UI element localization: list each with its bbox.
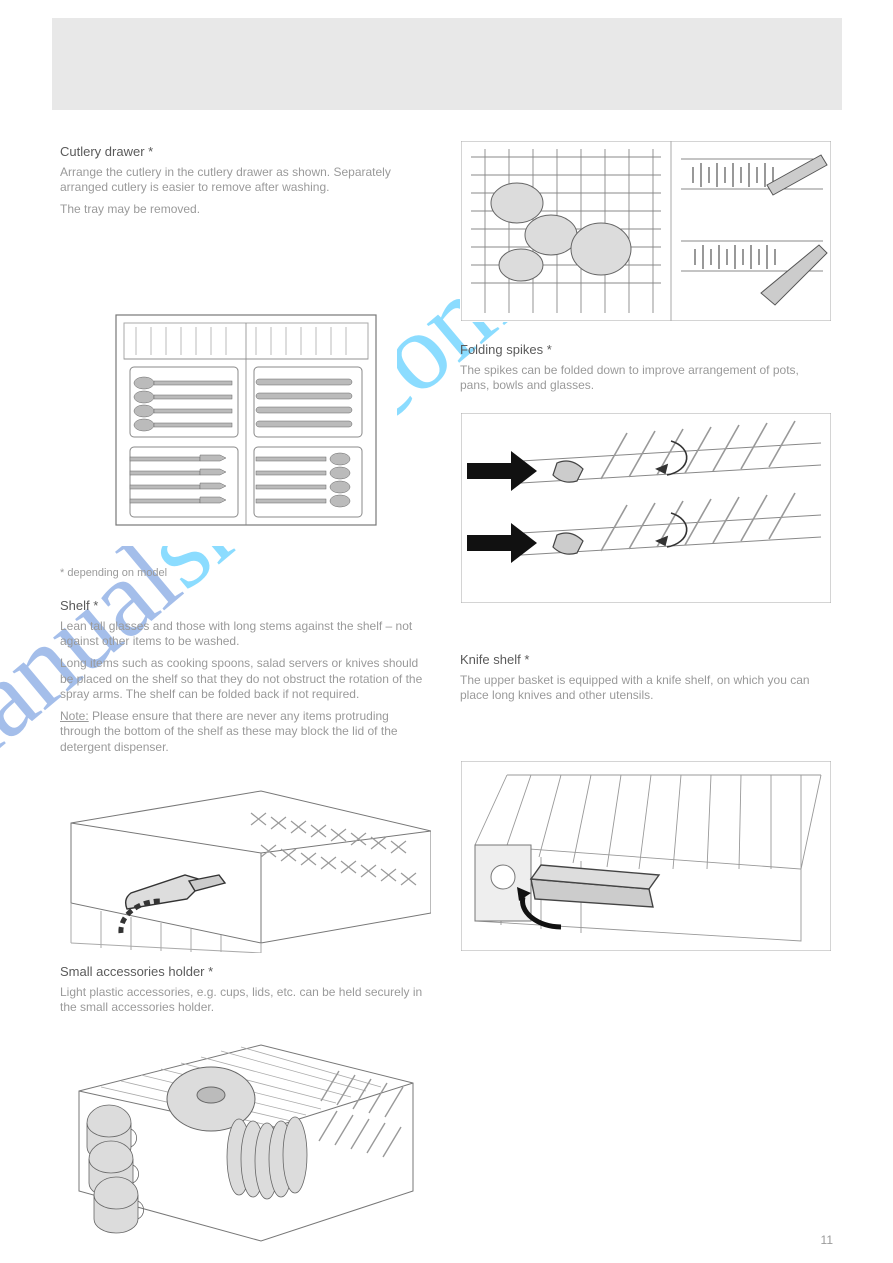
knife-shelf-heading: Knife shelf * [460,652,830,669]
shelf-note: Note: Please ensure that there are never… [60,709,430,756]
shelf-note-label: Note: [60,709,89,723]
shelf-para2: Long items such as cooking spoons, salad… [60,656,430,703]
top-right-figure [460,140,832,322]
folding-spikes-section: Folding spikes * The spikes can be folde… [460,342,830,400]
cutlery-drawer-tray-label: The tray may be removed. [60,202,430,218]
knife-shelf-body: The upper basket is equipped with a knif… [460,673,830,704]
cutlery-drawer-heading: Cutlery drawer * [60,144,430,161]
folding-spikes-figure [460,412,832,604]
folding-spikes-body: The spikes can be folded down to improve… [460,363,830,394]
cutlery-drawer-figure [95,296,397,546]
shelf-section: Shelf * Lean tall glasses and those with… [60,598,430,762]
page-number: 11 [821,1233,833,1247]
shelf-heading: Shelf * [60,598,430,615]
small-accessories-figure [60,1030,432,1247]
cutlery-drawer-section: Cutlery drawer * Arrange the cutlery in … [60,144,430,224]
small-accessories-body: Light plastic accessories, e.g. cups, li… [60,985,430,1016]
folding-spikes-svg [461,413,831,603]
shelf-para1: Lean tall glasses and those with long st… [60,619,430,650]
header-band [52,18,842,110]
cutlery-drawer-body: Arrange the cutlery in the cutlery drawe… [60,165,430,196]
top-right-svg [461,141,831,321]
small-accessories-section: Small accessories holder * Light plastic… [60,964,430,1022]
knife-shelf-section: Knife shelf * The upper basket is equipp… [460,652,830,710]
footnote-text: * depending on model [60,566,430,580]
folding-spikes-heading: Folding spikes * [460,342,830,359]
shelf-figure [60,782,432,954]
page: manualshive.com Cutlery drawer * Arrange… [0,0,893,1263]
small-accessories-svg [61,1031,431,1246]
cutlery-drawer-svg [96,297,396,545]
knife-shelf-svg [461,761,831,951]
knife-shelf-figure [460,760,832,952]
shelf-svg [61,783,431,953]
shelf-note-text: Please ensure that there are never any i… [60,709,398,754]
footnote: * depending on model [60,566,430,586]
small-accessories-heading: Small accessories holder * [60,964,430,981]
